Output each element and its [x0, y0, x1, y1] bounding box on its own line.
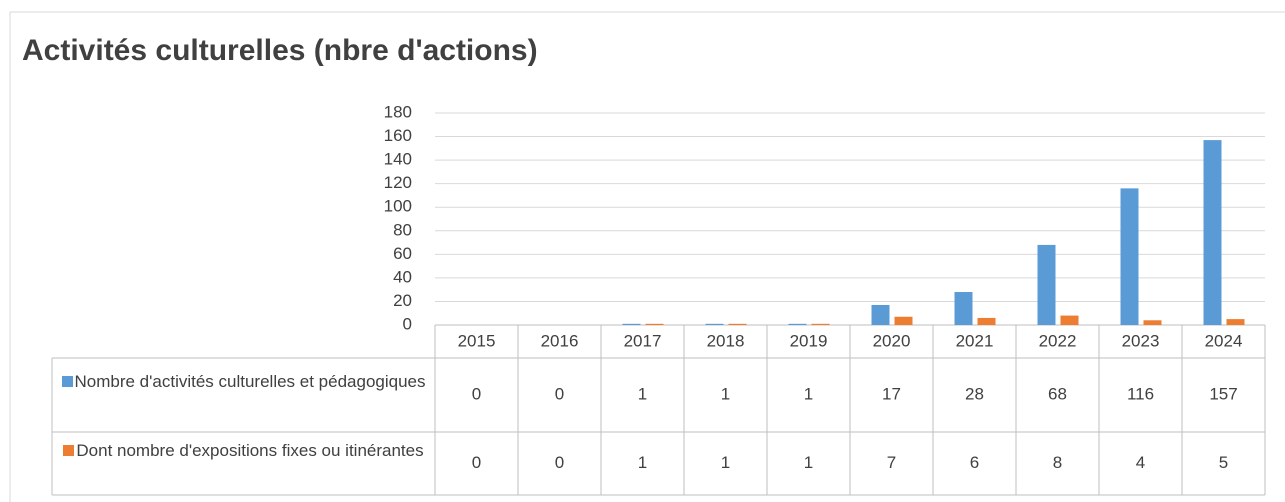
- table-value: 6: [970, 453, 979, 472]
- bar: [811, 323, 830, 325]
- table-value: 1: [638, 384, 647, 403]
- bar: [954, 292, 973, 325]
- legend-entry: Dont nombre d'expositions fixes ou itiné…: [52, 437, 435, 464]
- y-tick-label: 0: [403, 314, 412, 333]
- y-tick-label: 120: [384, 173, 412, 192]
- table-value: 1: [804, 384, 813, 403]
- bar: [1060, 315, 1079, 325]
- table-value: 0: [555, 453, 564, 472]
- x-tick-label: 2016: [541, 331, 579, 350]
- y-tick-label: 180: [384, 102, 412, 121]
- bar: [645, 323, 664, 325]
- x-tick-label: 2021: [956, 331, 994, 350]
- y-tick-label: 140: [384, 150, 412, 169]
- legend-entry: Nombre d'activités culturelles et pédago…: [52, 368, 435, 395]
- table-value: 7: [887, 453, 896, 472]
- bar: [788, 323, 807, 325]
- x-tick-label: 2020: [873, 331, 911, 350]
- table-value: 8: [1053, 453, 1062, 472]
- bar: [1203, 140, 1222, 325]
- table-value: 68: [1048, 384, 1067, 403]
- y-tick-label: 160: [384, 126, 412, 145]
- legend-swatch: [61, 376, 73, 387]
- chart-title: Activités culturelles (nbre d'actions): [22, 34, 538, 67]
- bar: [1143, 320, 1162, 325]
- table-value: 1: [721, 384, 730, 403]
- table-value: 1: [721, 453, 730, 472]
- y-tick-label: 60: [393, 244, 412, 263]
- table-value: 17: [882, 384, 901, 403]
- y-tick-label: 100: [384, 197, 412, 216]
- legend-swatch: [63, 444, 75, 456]
- y-tick-label: 20: [393, 291, 412, 310]
- table-value: 1: [638, 453, 647, 472]
- table-value: 0: [555, 384, 564, 403]
- x-tick-label: 2023: [1122, 331, 1160, 350]
- bar: [894, 316, 913, 325]
- bar: [728, 323, 747, 325]
- x-tick-label: 2015: [458, 331, 496, 350]
- x-tick-label: 2024: [1205, 331, 1243, 350]
- legend-label: Nombre d'activités culturelles et pédago…: [74, 372, 426, 391]
- table-value: 157: [1209, 384, 1237, 403]
- bar: [977, 317, 996, 325]
- table-value: 0: [472, 384, 481, 403]
- table-value: 28: [965, 384, 984, 403]
- legend-label: Dont nombre d'expositions fixes ou itiné…: [76, 440, 424, 460]
- x-tick-label: 2018: [707, 331, 745, 350]
- bar: [705, 323, 724, 325]
- table-value: 1: [804, 453, 813, 472]
- table-value: 0: [472, 453, 481, 472]
- table-value: 4: [1136, 453, 1145, 472]
- bar: [1037, 244, 1056, 325]
- table-value: 116: [1127, 384, 1154, 403]
- x-tick-label: 2022: [1039, 331, 1077, 350]
- y-tick-label: 40: [393, 267, 412, 286]
- x-tick-label: 2019: [790, 331, 828, 350]
- table-value: 5: [1219, 453, 1228, 472]
- x-tick-label: 2017: [624, 331, 662, 350]
- bar: [871, 304, 890, 325]
- y-tick-label: 80: [393, 220, 412, 239]
- bar: [1226, 319, 1245, 325]
- bar: [622, 323, 641, 325]
- bar: [1120, 188, 1139, 325]
